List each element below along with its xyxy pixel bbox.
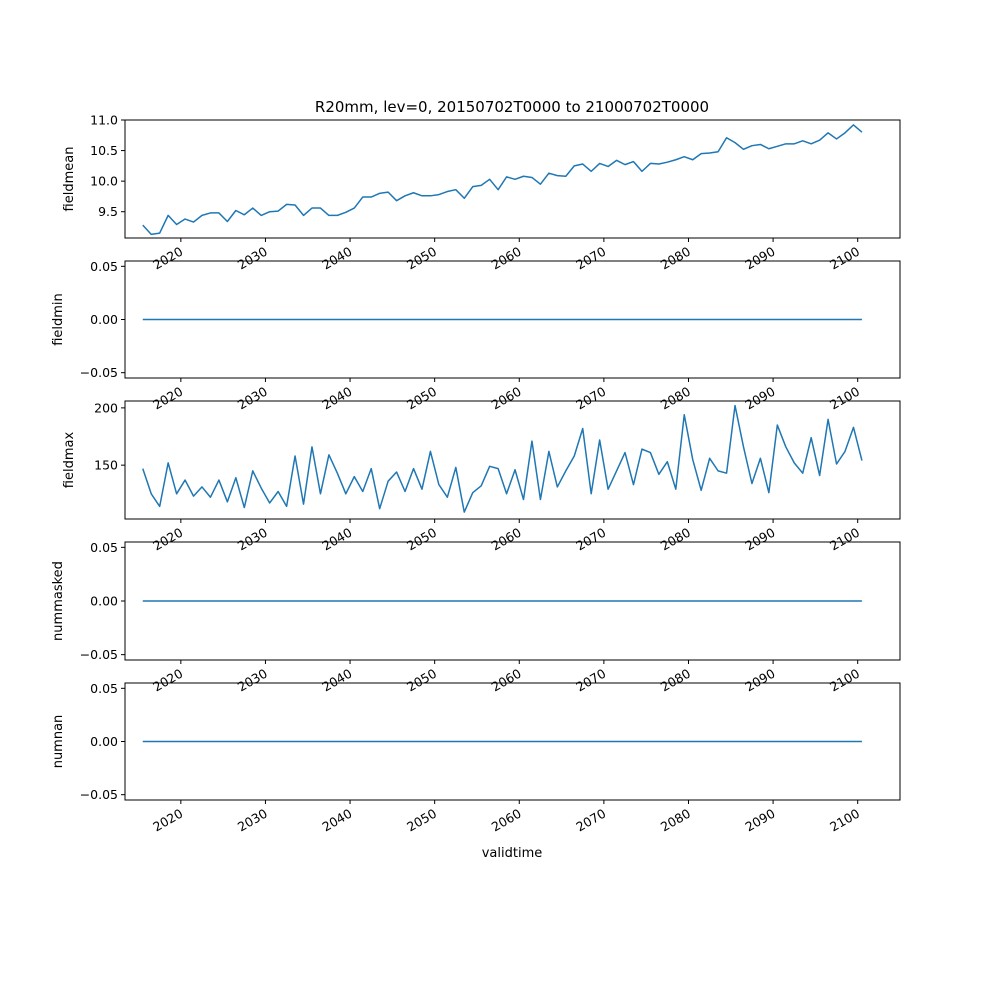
x-tick-label: 2090 [743,666,778,695]
x-tick-label: 2100 [827,806,862,835]
x-tick-label: 2050 [404,384,439,413]
x-tick-label: 2030 [235,525,270,554]
y-tick-label: 0.05 [90,681,118,696]
x-tick-label: 2030 [235,806,270,835]
x-tick-label: 2060 [489,384,524,413]
x-tick-label: 2080 [658,806,693,835]
subplot-fieldmin: −0.05 0.00 0.05 2020 2030 2040 2050 2060 2070 208… [51,259,901,413]
y-tick-label: −0.05 [80,647,118,662]
x-tick-label: 2030 [235,384,270,413]
y-tick-label: 11.0 [90,113,118,128]
x-tick-label: 2060 [489,666,524,695]
x-tick-label: 2070 [573,244,608,273]
x-tick-label: 2020 [150,666,185,695]
y-axis-label: fieldmean [62,147,77,212]
x-tick-label: 2070 [573,525,608,554]
axes-frame [124,119,901,239]
x-tick-label: 2060 [489,244,524,273]
x-tick-label: 2040 [320,806,355,835]
x-tick-label: 2080 [658,384,693,413]
x-tick-label: 2100 [827,384,862,413]
x-tick-label: 2030 [235,666,270,695]
subplot-fieldmax: 150 200 2020 2030 2040 2050 2060 2070 2080 2090 21… [62,400,901,554]
x-tick-label: 2090 [743,525,778,554]
subplot-numnan: −0.05 0.00 0.05 2020 2030 2040 2050 2060 2070 208… [51,681,901,835]
y-tick-label: 200 [94,400,118,415]
x-tick-label: 2030 [235,244,270,273]
y-tick-label: 10.0 [90,174,118,189]
x-tick-label: 2020 [150,525,185,554]
x-tick-label: 2020 [150,244,185,273]
x-tick-label: 2040 [320,525,355,554]
x-tick-label: 2100 [827,666,862,695]
series-line-fieldmean [142,124,863,236]
series-line-fieldmax [142,404,863,513]
x-tick-label: 2090 [743,806,778,835]
x-tick-label: 2020 [150,384,185,413]
subplot-fieldmean: 9.5 10.0 10.5 11.0 2020 2030 2040 2050 2060 2070 2… [62,113,901,273]
y-tick-label: −0.05 [80,365,118,380]
x-tick-label: 2100 [827,244,862,273]
x-tick-label: 2050 [404,666,439,695]
x-tick-label: 2020 [150,806,185,835]
x-tick-label: 2080 [658,525,693,554]
x-tick-label: 2040 [320,244,355,273]
y-axis-label: fieldmin [51,293,66,346]
y-tick-label: 0.05 [90,259,118,274]
x-tick-label: 2090 [743,384,778,413]
y-tick-label: 0.00 [90,594,118,609]
axes-frame [124,400,901,520]
y-tick-label: 0.00 [90,734,118,749]
y-tick-label: −0.05 [80,787,118,802]
x-tick-label: 2050 [404,806,439,835]
x-axis-label: validtime [482,846,543,861]
x-tick-label: 2060 [489,806,524,835]
x-tick-label: 2080 [658,244,693,273]
x-tick-label: 2100 [827,525,862,554]
y-axis-label: nummasked [51,561,66,641]
x-tick-label: 2060 [489,525,524,554]
y-tick-label: 10.5 [90,143,118,158]
y-axis-label: numnan [51,715,66,769]
y-tick-label: 150 [94,458,118,473]
subplot-nummasked: −0.05 0.00 0.05 2020 2030 2040 2050 2060 2070 208… [51,540,901,695]
x-tick-label: 2050 [404,244,439,273]
x-tick-label: 2080 [658,666,693,695]
x-tick-label: 2070 [573,666,608,695]
subplots: 9.5 10.0 10.5 11.0 2020 2030 2040 2050 2060 2070 2… [51,113,901,835]
x-tick-label: 2040 [320,384,355,413]
x-tick-label: 2040 [320,666,355,695]
x-tick-label: 2070 [573,806,608,835]
y-tick-label: 9.5 [98,204,118,219]
y-tick-label: 0.00 [90,312,118,327]
chart-title: R20mm, lev=0, 20150702T0000 to 21000702T… [315,98,709,116]
x-tick-label: 2050 [404,525,439,554]
x-tick-label: 2070 [573,384,608,413]
y-axis-label: fieldmax [62,432,77,489]
x-tick-label: 2090 [743,244,778,273]
y-tick-label: 0.05 [90,540,118,555]
